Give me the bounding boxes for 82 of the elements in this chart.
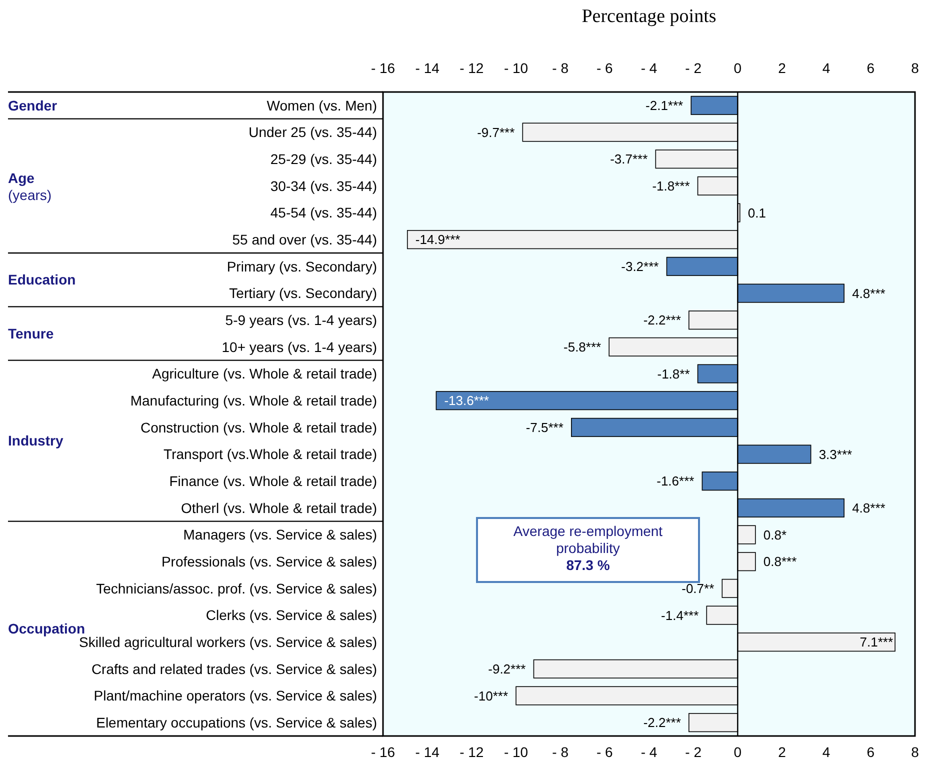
x-tick-label: - 10 xyxy=(504,744,528,760)
data-label: -1.8*** xyxy=(652,178,690,194)
y-tick-label: Under 25 (vs. 35-44) xyxy=(248,124,377,140)
x2-tick-label: - 2 xyxy=(685,60,702,76)
x2-tick-label: 6 xyxy=(866,60,875,76)
x2-tick-label: - 10 xyxy=(504,60,528,76)
text: Gender xyxy=(8,97,58,114)
text: Education xyxy=(8,272,76,288)
y-tick-label: Finance (vs. Whole & retail trade) xyxy=(169,472,377,489)
data-label: -13.6*** xyxy=(444,393,490,408)
data-label: 0.8*** xyxy=(763,554,797,570)
x2-tick-label: - 14 xyxy=(415,60,440,76)
data-label: -2.1*** xyxy=(646,98,684,113)
x-tick-label: - 16 xyxy=(370,744,396,760)
data-label: 4.8*** xyxy=(852,286,886,301)
data-label: -7.5*** xyxy=(526,420,564,435)
y-tick-label: Managers (vs. Service & sales) xyxy=(183,526,377,543)
text: Age (years) xyxy=(8,170,52,203)
x2-tick-label: 4 xyxy=(822,60,830,76)
x2-tick-label: - 12 xyxy=(460,60,484,76)
data-label: -1.8** xyxy=(657,366,690,382)
data-label: -5.8*** xyxy=(564,339,602,354)
x-tick-label: - 4 xyxy=(640,744,658,760)
note-box: Average re-employment probability 87.3 % xyxy=(476,517,700,583)
y-tick-label: 30-34 (vs. 35-44) xyxy=(270,178,377,194)
x-tick-label: - 14 xyxy=(415,744,440,760)
y-tick-label: Transport (vs.Whole & retail trade) xyxy=(164,446,377,462)
data-label: -10*** xyxy=(474,688,508,704)
data-label: -1.4*** xyxy=(661,608,699,623)
data-label: -14.9*** xyxy=(415,232,460,248)
text: Industry xyxy=(8,432,64,449)
x2-tick-label: 2 xyxy=(778,60,786,76)
data-label: 0.1 xyxy=(748,205,766,220)
x-tick-label: - 2 xyxy=(685,744,702,760)
text: Tenure xyxy=(8,325,54,342)
y-tick-label: 5-9 years (vs. 1-4 years) xyxy=(225,312,377,328)
data-label: 7.1*** xyxy=(860,634,894,650)
data-label: -3.2*** xyxy=(621,258,659,274)
data-label: -2.2*** xyxy=(643,312,681,328)
y-tick-label: Manufacturing (vs. Whole & retail trade) xyxy=(130,392,377,408)
x-tick-label: - 8 xyxy=(552,744,569,760)
x-tick-label: 4 xyxy=(822,744,830,760)
y-tick-label: Tertiary (vs. Secondary) xyxy=(229,285,377,302)
annotation: Average re-employment probability xyxy=(513,523,663,556)
y-tick-label: Crafts and related trades (vs. Service & sales) xyxy=(91,660,377,677)
x-tick-label: 6 xyxy=(866,744,875,760)
data-label: 4.8*** xyxy=(852,500,886,516)
y-tick-label: Otherl (vs. Whole & retail trade) xyxy=(180,500,377,516)
y-tick-label: Elementary occupations (vs. Service & sales) xyxy=(96,714,377,730)
x-tick-label: 2 xyxy=(778,744,786,760)
y-tick-label: Construction (vs. Whole & retail trade) xyxy=(140,419,377,436)
chart-title: Percentage points xyxy=(582,6,716,27)
x2-tick-label: 8 xyxy=(911,60,920,76)
data-label: -9.2*** xyxy=(488,661,526,676)
data-label: -0.7** xyxy=(682,580,714,596)
y-tick-label: Agriculture (vs. Whole & retail trade) xyxy=(152,366,377,382)
x2-tick-label: - 8 xyxy=(552,60,569,76)
x2-tick-label: - 16 xyxy=(370,60,396,76)
x-tick-label: 8 xyxy=(911,744,920,760)
y-tick-label: Plant/machine operators (vs. Service & sales) xyxy=(94,688,377,704)
data-label: 3.3*** xyxy=(818,446,852,462)
x-tick-label: - 6 xyxy=(596,744,614,760)
x-tick-label: 0 xyxy=(734,744,742,760)
x2-tick-label: - 6 xyxy=(596,60,614,76)
y-tick-label: Women (vs. Men) xyxy=(266,97,377,114)
y-tick-label: 55 and over (vs. 35-44) xyxy=(232,231,377,248)
y-tick-label: 10+ years (vs. 1-4 years) xyxy=(222,338,377,355)
data-label: -3.7*** xyxy=(610,152,648,167)
y-tick-label: Technicians/assoc. prof. (vs. Service & sales) xyxy=(96,580,377,596)
y-tick-label: Primary (vs. Secondary) xyxy=(226,258,377,274)
y-tick-label: Professionals (vs. Service & sales) xyxy=(161,553,377,570)
y-tick-label: 45-54 (vs. 35-44) xyxy=(270,204,377,221)
x2-tick-label: 0 xyxy=(734,60,742,76)
data-label: -9.7*** xyxy=(477,124,515,140)
x2-tick-label: - 4 xyxy=(640,60,658,76)
y-tick-label: 25-29 (vs. 35-44) xyxy=(270,150,377,167)
data-label: 0.8* xyxy=(763,527,787,542)
data-label: -1.6*** xyxy=(656,474,694,489)
annotation: 87.3 % xyxy=(566,557,610,573)
y-tick-label: Clerks (vs. Service & sales) xyxy=(206,607,377,624)
data-label: -2.2*** xyxy=(643,715,681,730)
x-tick-label: - 12 xyxy=(460,744,484,760)
